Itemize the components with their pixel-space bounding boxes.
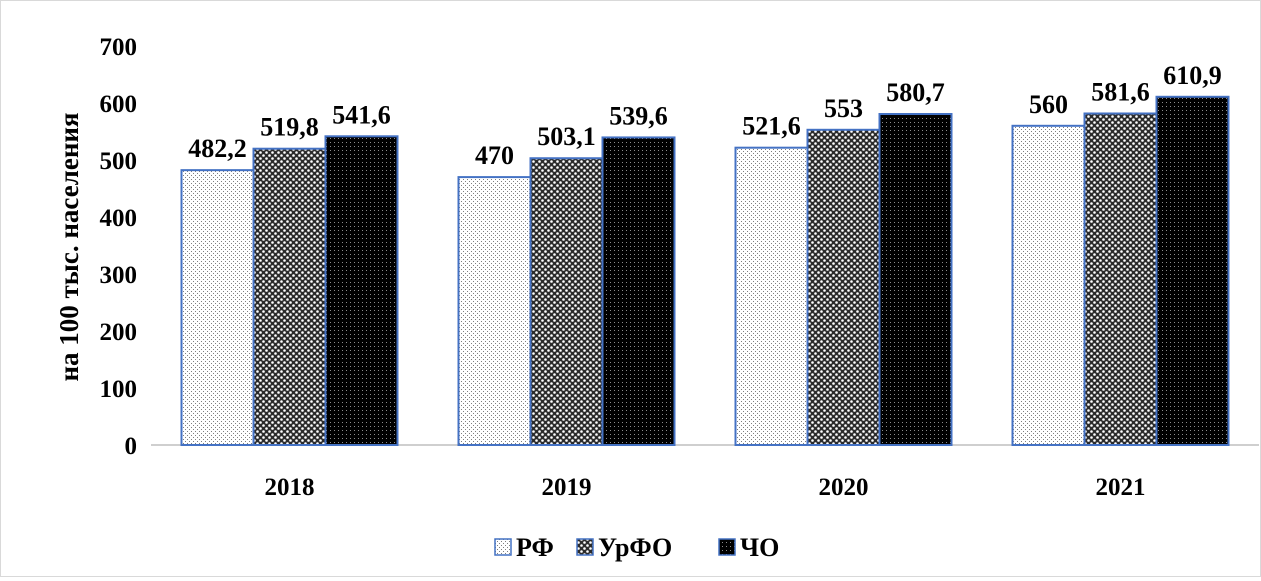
data-label: 503,1 <box>537 122 596 151</box>
bar-УрФО-2018 <box>252 147 327 447</box>
legend-swatch-УрФО <box>576 538 594 556</box>
data-label: 541,6 <box>332 100 391 129</box>
bar-ЧО-2021 <box>1155 95 1230 447</box>
data-label: 560 <box>1029 90 1068 119</box>
legend-label: ЧО <box>740 533 779 562</box>
y-tick-label: 600 <box>100 91 138 118</box>
y-tick-label: 300 <box>100 262 138 289</box>
y-tick-label: 200 <box>100 319 138 346</box>
x-tick-label: 2018 <box>265 474 315 501</box>
data-label: 580,7 <box>886 78 945 107</box>
legend-swatch-РФ <box>494 538 512 556</box>
x-tick-label: 2019 <box>542 474 592 501</box>
data-label: 470 <box>475 141 514 170</box>
data-label: 521,6 <box>742 112 801 141</box>
legend-swatch-ЧО <box>718 538 736 556</box>
legend-label: РФ <box>516 533 554 562</box>
x-tick-label: 2021 <box>1096 474 1146 501</box>
x-tick-label: 2020 <box>819 474 869 501</box>
bars <box>180 95 1230 447</box>
bar-ЧО-2020 <box>878 113 953 446</box>
bar-РФ-2019 <box>457 176 532 446</box>
bar-УрФО-2021 <box>1083 112 1158 446</box>
data-label: 482,2 <box>188 134 247 163</box>
bar-РФ-2021 <box>1011 124 1086 447</box>
data-label: 519,8 <box>260 113 319 142</box>
y-tick-label: 100 <box>100 376 138 403</box>
bar-ЧО-2018 <box>324 135 399 446</box>
data-label: 581,6 <box>1091 77 1150 106</box>
data-label: 553 <box>824 94 863 123</box>
legend-label: УрФО <box>598 533 672 562</box>
data-label: 539,6 <box>609 101 668 130</box>
x-axis-tick-labels: 2018 2019 2020 2021 <box>265 474 1146 501</box>
bar-РФ-2018 <box>180 169 255 446</box>
bar-РФ-2020 <box>734 146 809 447</box>
bar-ЧО-2019 <box>601 136 676 446</box>
bar-УрФО-2019 <box>529 157 604 446</box>
y-tick-label: 400 <box>100 205 138 232</box>
y-axis-tick-labels: 0 100 200 300 400 500 600 700 <box>100 34 138 460</box>
data-labels: 482,2 519,8 541,6 470 503,1 539,6 521,6 553 580,… <box>188 61 1222 170</box>
legend: РФ УрФО ЧО <box>494 533 779 562</box>
y-tick-label: 500 <box>100 148 138 175</box>
bar-УрФО-2020 <box>806 128 881 446</box>
y-tick-label: 700 <box>100 34 138 61</box>
y-tick-label: 0 <box>125 433 138 460</box>
data-label: 610,9 <box>1163 61 1222 90</box>
y-axis-title: на 100 тыс. населения <box>54 112 84 381</box>
